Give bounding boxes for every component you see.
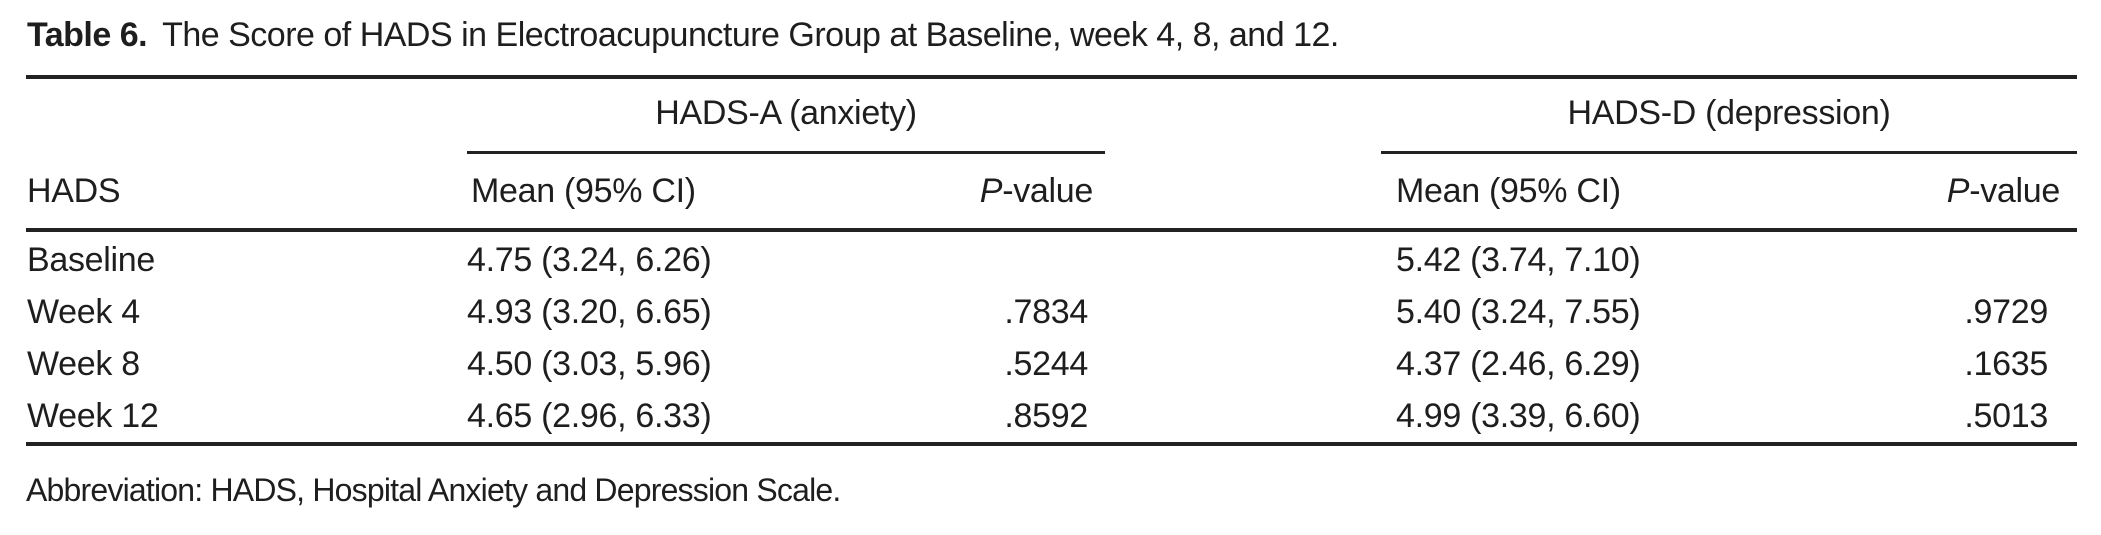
cell-depression-mean: 5.42 (3.74, 7.10) [1396, 241, 1641, 279]
table-row-week-8: Week 8 4.50 (3.03, 5.96) .5244 4.37 (2.4… [0, 338, 2101, 390]
cell-depression-pvalue: .9729 [1964, 293, 2048, 331]
rule-spanner-anxiety [467, 151, 1105, 154]
group-header-hads-a: HADS-A (anxiety) [655, 94, 917, 132]
cell-depression-pvalue: .1635 [1964, 345, 2048, 383]
p-rest: -value [1002, 172, 1093, 210]
rule-header-bottom [26, 228, 2077, 232]
cell-anxiety-pvalue [467, 234, 1088, 286]
column-header-pvalue-depression: P-value [1381, 171, 2061, 211]
p-italic: P [979, 172, 1003, 210]
table-row-week-12: Week 12 4.65 (2.96, 6.33) .8592 4.99 (3.… [0, 390, 2101, 442]
cell-anxiety-mean: 4.75 (3.24, 6.26) [467, 241, 712, 279]
row-label: Week 8 [27, 345, 140, 383]
table-row-baseline: Baseline 4.75 (3.24, 6.26) 5.42 (3.74, 7… [0, 234, 2101, 286]
cell-anxiety-pvalue: .7834 [1004, 293, 1088, 331]
table-caption: Table 6. The Score of HADS in Electroacup… [27, 15, 1339, 55]
row-label: Week 12 [27, 397, 159, 435]
cell-anxiety-mean: 4.65 (2.96, 6.33) [467, 397, 712, 435]
column-header-hads: HADS [27, 172, 121, 210]
rule-table-bottom [26, 442, 2077, 446]
table-number-label: Table 6. [27, 16, 148, 54]
cell-anxiety-pvalue: .5244 [1004, 345, 1088, 383]
cell-depression-mean: 4.37 (2.46, 6.29) [1396, 345, 1641, 383]
cell-anxiety-mean: 4.50 (3.03, 5.96) [467, 345, 712, 383]
p-italic: P [1946, 172, 1970, 210]
column-header-pvalue-anxiety: P-value [467, 171, 1094, 211]
column-header-mean-depression: Mean (95% CI) [1396, 172, 1621, 210]
cell-depression-mean: 5.40 (3.24, 7.55) [1396, 293, 1641, 331]
table-footnote: Abbreviation: HADS, Hospital Anxiety and… [26, 472, 841, 508]
column-header-mean-anxiety: Mean (95% CI) [471, 172, 696, 210]
group-header-hads-d: HADS-D (depression) [1567, 94, 1891, 132]
table-body: Baseline 4.75 (3.24, 6.26) 5.42 (3.74, 7… [0, 234, 2101, 442]
cell-depression-pvalue: .5013 [1964, 397, 2048, 435]
cell-depression-pvalue [1381, 234, 2048, 286]
cell-depression-mean: 4.99 (3.39, 6.60) [1396, 397, 1641, 435]
table-row-week-4: Week 4 4.93 (3.20, 6.65) .7834 5.40 (3.2… [0, 286, 2101, 338]
p-rest: -value [1969, 172, 2060, 210]
row-label: Week 4 [27, 293, 140, 331]
rule-spanner-depression [1381, 151, 2077, 154]
row-label: Baseline [27, 241, 156, 279]
rule-top [26, 75, 2077, 79]
cell-anxiety-mean: 4.93 (3.20, 6.65) [467, 293, 712, 331]
table-title-text: The Score of HADS in Electroacupuncture … [162, 16, 1339, 54]
cell-anxiety-pvalue: .8592 [1004, 397, 1088, 435]
